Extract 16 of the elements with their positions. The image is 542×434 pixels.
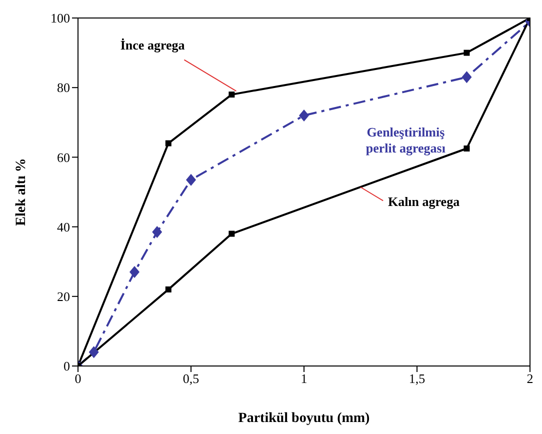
y-tick-label: 0	[64, 358, 70, 374]
text: İnce agrega	[120, 37, 186, 52]
y-tick-label: 40	[57, 219, 70, 234]
x-tick-label: 0,5	[182, 371, 200, 386]
x-tick-label: 2	[526, 371, 534, 386]
y-tick-label: 100	[50, 10, 70, 26]
series-label: Genleştirilmiş perlit agregası	[366, 124, 446, 156]
x-axis-title: Partikül boyutu (mm)	[238, 411, 370, 426]
x-tick-label: 1,5	[408, 371, 426, 386]
y-tick-label: 80	[57, 80, 70, 96]
x-tick-label: 0	[74, 371, 82, 386]
y-tick-label: 60	[57, 150, 70, 165]
y-axis-title: Elek altı %	[14, 158, 29, 226]
y-tick-label: 20	[57, 289, 70, 304]
x-tick-label: 1	[300, 371, 308, 386]
series-label: Kalın agrega	[388, 194, 460, 209]
